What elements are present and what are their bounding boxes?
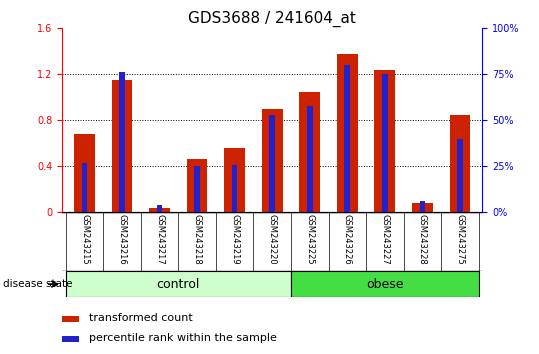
Bar [66,271,291,297]
Text: GSM243216: GSM243216 [118,214,127,265]
Bar [157,205,162,212]
Bar [62,316,79,322]
Bar [299,92,320,212]
Text: GSM243218: GSM243218 [192,214,202,265]
Text: GSM243215: GSM243215 [80,214,89,265]
Bar [74,134,95,212]
Bar [382,74,388,212]
Bar [262,109,282,212]
Bar [450,115,470,212]
Text: obese: obese [366,278,404,291]
Bar [412,203,433,212]
Bar [62,336,79,342]
Text: GSM243217: GSM243217 [155,214,164,265]
Text: GSM243275: GSM243275 [455,214,465,265]
Bar [375,70,395,212]
Bar [194,166,200,212]
Bar [291,271,479,297]
Text: transformed count: transformed count [89,313,193,323]
Text: control: control [157,278,200,291]
Bar [149,208,170,212]
Bar [270,115,275,212]
Text: GSM243227: GSM243227 [381,214,389,265]
Text: percentile rank within the sample: percentile rank within the sample [89,333,277,343]
Bar [232,165,238,212]
Bar [344,65,350,212]
Bar [187,160,208,212]
Bar [224,148,245,212]
Bar [82,163,87,212]
Bar [119,73,125,212]
Text: disease state: disease state [3,279,72,289]
Text: GSM243225: GSM243225 [305,214,314,265]
Bar [337,54,357,212]
Text: GSM243228: GSM243228 [418,214,427,265]
Bar [307,105,313,212]
Text: GSM243219: GSM243219 [230,214,239,265]
Text: GSM243220: GSM243220 [268,214,277,265]
Title: GDS3688 / 241604_at: GDS3688 / 241604_at [188,11,356,27]
Text: GSM243226: GSM243226 [343,214,352,265]
Bar [419,201,425,212]
Bar [457,139,462,212]
Bar [112,80,133,212]
